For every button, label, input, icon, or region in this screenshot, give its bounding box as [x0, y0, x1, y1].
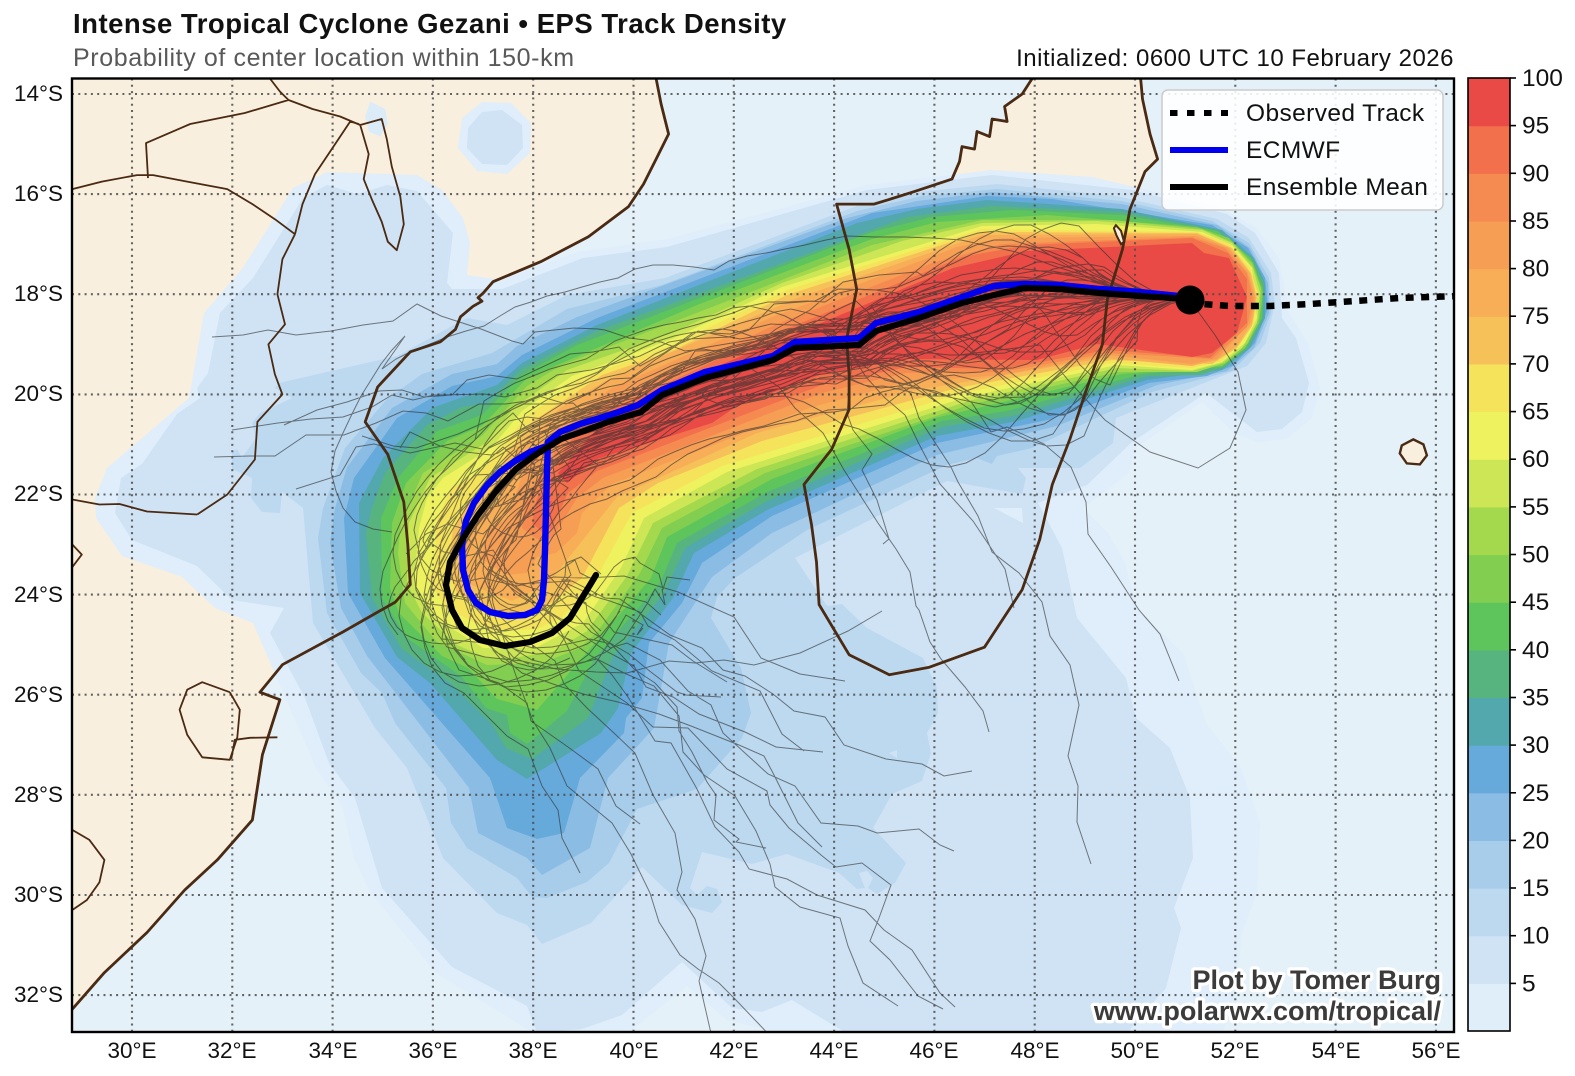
svg-text:30°S: 30°S	[14, 882, 63, 907]
svg-text:44°E: 44°E	[809, 1038, 858, 1063]
svg-text:46°E: 46°E	[909, 1038, 958, 1063]
svg-text:35: 35	[1522, 685, 1549, 712]
svg-text:48°E: 48°E	[1010, 1038, 1059, 1063]
svg-text:50: 50	[1522, 542, 1549, 569]
svg-text:www.polarwx.com/tropical/: www.polarwx.com/tropical/	[1093, 996, 1442, 1026]
svg-text:52°E: 52°E	[1210, 1038, 1259, 1063]
svg-text:36°E: 36°E	[408, 1038, 457, 1063]
svg-text:55: 55	[1522, 494, 1549, 521]
svg-text:85: 85	[1522, 208, 1549, 235]
svg-text:22°S: 22°S	[14, 481, 63, 506]
svg-text:56°E: 56°E	[1411, 1038, 1460, 1063]
svg-text:30: 30	[1522, 732, 1549, 759]
svg-text:60: 60	[1522, 446, 1549, 473]
svg-text:38°E: 38°E	[508, 1038, 557, 1063]
svg-text:15: 15	[1522, 875, 1549, 902]
svg-text:32°E: 32°E	[207, 1038, 256, 1063]
svg-text:10: 10	[1522, 923, 1549, 950]
svg-text:65: 65	[1522, 399, 1549, 426]
svg-text:95: 95	[1522, 113, 1549, 140]
svg-text:45: 45	[1522, 589, 1549, 616]
svg-text:42°E: 42°E	[709, 1038, 758, 1063]
svg-text:54°E: 54°E	[1311, 1038, 1360, 1063]
svg-text:90: 90	[1522, 160, 1549, 187]
svg-text:16°S: 16°S	[14, 181, 63, 206]
svg-text:14°S: 14°S	[14, 81, 63, 106]
svg-text:24°S: 24°S	[14, 582, 63, 607]
svg-text:Probability of center location: Probability of center location within 15…	[73, 44, 575, 72]
svg-text:Initialized: 0600 UTC 10 Febru: Initialized: 0600 UTC 10 February 2026	[1016, 45, 1454, 72]
svg-text:75: 75	[1522, 303, 1549, 330]
svg-text:40: 40	[1522, 637, 1549, 664]
svg-text:Intense Tropical Cyclone Gezan: Intense Tropical Cyclone Gezani • EPS Tr…	[73, 8, 787, 39]
svg-text:25: 25	[1522, 780, 1549, 807]
svg-text:32°S: 32°S	[14, 982, 63, 1007]
svg-text:18°S: 18°S	[14, 281, 63, 306]
svg-text:100: 100	[1522, 65, 1563, 92]
svg-text:Ensemble Mean: Ensemble Mean	[1246, 174, 1428, 201]
svg-text:70: 70	[1522, 351, 1549, 378]
svg-text:40°E: 40°E	[609, 1038, 658, 1063]
svg-text:28°S: 28°S	[14, 782, 63, 807]
svg-text:80: 80	[1522, 256, 1549, 283]
svg-text:34°E: 34°E	[308, 1038, 357, 1063]
svg-text:26°S: 26°S	[14, 682, 63, 707]
svg-text:ECMWF: ECMWF	[1246, 137, 1341, 164]
svg-text:20: 20	[1522, 827, 1549, 854]
svg-text:5: 5	[1522, 970, 1536, 997]
svg-text:Plot by Tomer Burg: Plot by Tomer Burg	[1192, 965, 1441, 995]
svg-text:20°S: 20°S	[14, 381, 63, 406]
svg-text:30°E: 30°E	[107, 1038, 156, 1063]
svg-text:Observed Track: Observed Track	[1246, 100, 1425, 127]
svg-text:50°E: 50°E	[1110, 1038, 1159, 1063]
